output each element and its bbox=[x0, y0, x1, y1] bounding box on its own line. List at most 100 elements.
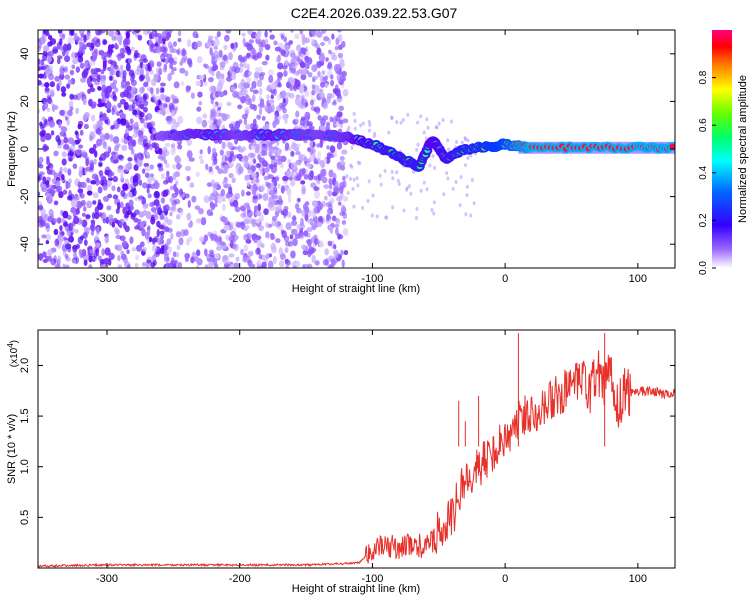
spectrogram-noise-cell bbox=[265, 231, 270, 239]
spectrogram-noise-cell bbox=[323, 184, 330, 189]
spectrogram-noise-cell bbox=[280, 185, 285, 194]
spectrogram-noise-cell bbox=[112, 194, 119, 200]
spectrogram-noise-cell bbox=[265, 140, 271, 148]
spectrogram-noise-cell bbox=[38, 191, 41, 197]
spectrogram-noise-cell bbox=[67, 109, 73, 117]
spectrogram-noise-cell bbox=[329, 263, 335, 268]
spectrogram-noise-cell bbox=[183, 229, 189, 237]
spectrogram-noise-cell bbox=[167, 57, 175, 64]
spectrogram-noise-cell bbox=[264, 43, 271, 51]
colorbar-tick-label: 0.4 bbox=[698, 165, 709, 179]
spectrogram-noise-cell bbox=[285, 222, 292, 231]
spectrogram-noise-cell bbox=[336, 195, 343, 202]
spectrogram-noise-cell bbox=[95, 128, 102, 135]
spectrogram-noise-cell bbox=[172, 118, 176, 125]
spectrogram-noise-cell bbox=[399, 120, 403, 125]
spectrogram-noise-cell bbox=[228, 52, 233, 61]
spectrogram-noise-cell bbox=[111, 107, 115, 116]
spectrogram-noise-cell bbox=[273, 162, 278, 168]
spectrogram-noise-cell bbox=[195, 34, 199, 39]
spectrogram-noise-cell bbox=[95, 30, 101, 36]
spectrogram-noise-cell bbox=[256, 114, 262, 120]
spectrogram-noise-cell bbox=[114, 87, 119, 93]
spectrogram-noise-cell bbox=[180, 80, 185, 87]
spectrogram-noise-cell bbox=[106, 108, 112, 114]
spectrogram-noise-cell bbox=[64, 264, 70, 268]
spectrogram-noise-cell bbox=[206, 182, 213, 187]
spectrogram-noise-cell bbox=[62, 43, 68, 52]
spectrogram-noise-cell bbox=[119, 64, 124, 71]
spectrogram-noise-cell bbox=[58, 191, 64, 199]
spectrogram-noise-cell bbox=[313, 206, 318, 215]
spectrogram-noise-cell bbox=[304, 90, 310, 97]
spectrogram-noise-cell bbox=[286, 187, 292, 196]
spectrogram-noise-cell bbox=[244, 81, 250, 89]
spectrogram-noise-cell bbox=[180, 57, 187, 64]
spectrogram-noise-cell bbox=[218, 49, 223, 58]
spectrogram-noise-cell bbox=[220, 77, 225, 84]
spectrogram-noise-cell bbox=[95, 67, 102, 73]
spectrogram-noise-cell bbox=[304, 213, 309, 222]
spectrogram-noise-cell bbox=[45, 240, 50, 245]
spectrogram-noise-cell bbox=[176, 244, 181, 251]
spectrogram-noise-cell bbox=[102, 39, 108, 45]
spectrogram-noise-cell bbox=[67, 195, 73, 201]
spectrogram-noise-cell bbox=[285, 91, 291, 97]
spectrogram-noise-cell bbox=[215, 165, 220, 171]
spectrogram-noise-cell bbox=[464, 212, 468, 217]
spectrogram-noise-cell bbox=[361, 121, 365, 126]
spectrogram-noise-cell bbox=[117, 254, 121, 262]
spectrogram-noise-cell bbox=[234, 66, 241, 74]
spectrogram-noise-cell bbox=[59, 109, 65, 116]
spectrogram-noise-cell bbox=[189, 182, 195, 188]
spectrogram-noise-cell bbox=[212, 203, 218, 208]
spectrogram-noise-cell bbox=[244, 218, 251, 225]
spectrogram-noise-cell bbox=[297, 197, 301, 202]
spectrogram-noise-cell bbox=[98, 162, 103, 167]
spectrogram-noise-cell bbox=[186, 150, 193, 159]
spectrogram-noise-cell bbox=[298, 50, 302, 57]
spectrogram-noise-cell bbox=[54, 75, 60, 82]
spectrogram-noise-cell bbox=[133, 49, 139, 58]
spectrogram-noise-cell bbox=[187, 200, 191, 208]
spectrogram-noise-cell bbox=[138, 134, 144, 143]
spectrogram-noise-cell bbox=[208, 85, 215, 93]
spectrogram-noise-cell bbox=[280, 163, 284, 169]
spectrogram-noise-cell bbox=[116, 201, 121, 211]
spectrogram-noise-cell bbox=[178, 188, 184, 196]
spectrogram-noise-cell bbox=[171, 109, 175, 116]
spectrogram-noise-cell bbox=[89, 45, 94, 52]
spectrogram-noise-cell bbox=[139, 111, 145, 118]
spectrogram-noise-cell bbox=[97, 102, 104, 108]
spectrogram-noise-cell bbox=[198, 101, 203, 106]
spectrogram-noise-cell bbox=[134, 225, 141, 230]
spectrogram-noise-cell bbox=[341, 204, 346, 210]
spectrogram-noise-cell bbox=[92, 200, 97, 205]
spectrogram-noise-cell bbox=[258, 253, 263, 260]
spectrogram-noise-cell bbox=[257, 203, 261, 212]
spectrogram-noise-cell bbox=[172, 263, 177, 268]
spectrogram-noise-cell bbox=[127, 157, 133, 162]
spectrogram-noise-cell bbox=[41, 234, 47, 239]
spectrogram-noise-cell bbox=[316, 46, 321, 56]
spectrogram-noise-cell bbox=[229, 231, 237, 238]
spectrogram-noise-cell bbox=[158, 147, 163, 155]
spectrogram-noise-cell bbox=[103, 258, 109, 264]
spectrogram-noise-cell bbox=[149, 87, 154, 95]
spectrogram-noise-cell bbox=[176, 157, 182, 163]
spectrogram-noise-cell bbox=[451, 186, 455, 191]
spectrogram-noise-cell bbox=[123, 138, 129, 145]
spectrogram-noise-cell bbox=[258, 107, 263, 115]
snr-frame bbox=[37, 329, 676, 569]
spectrogram-noise-cell bbox=[314, 43, 320, 49]
spectrogram-noise-cell bbox=[326, 122, 330, 128]
spectrogram-noise-cell bbox=[181, 48, 186, 57]
spectrogram-noise-cell bbox=[91, 101, 97, 108]
spectrogram-noise-cell bbox=[282, 208, 289, 217]
spectrogram-noise-cell bbox=[132, 109, 138, 116]
spectrogram-noise-cell bbox=[348, 177, 352, 182]
spectrogram-noise-cell bbox=[258, 79, 262, 87]
spectrogram-noise-cell bbox=[62, 263, 66, 268]
spectrogram-noise-cell bbox=[112, 154, 117, 161]
spectrogram-noise-cell bbox=[221, 55, 228, 62]
